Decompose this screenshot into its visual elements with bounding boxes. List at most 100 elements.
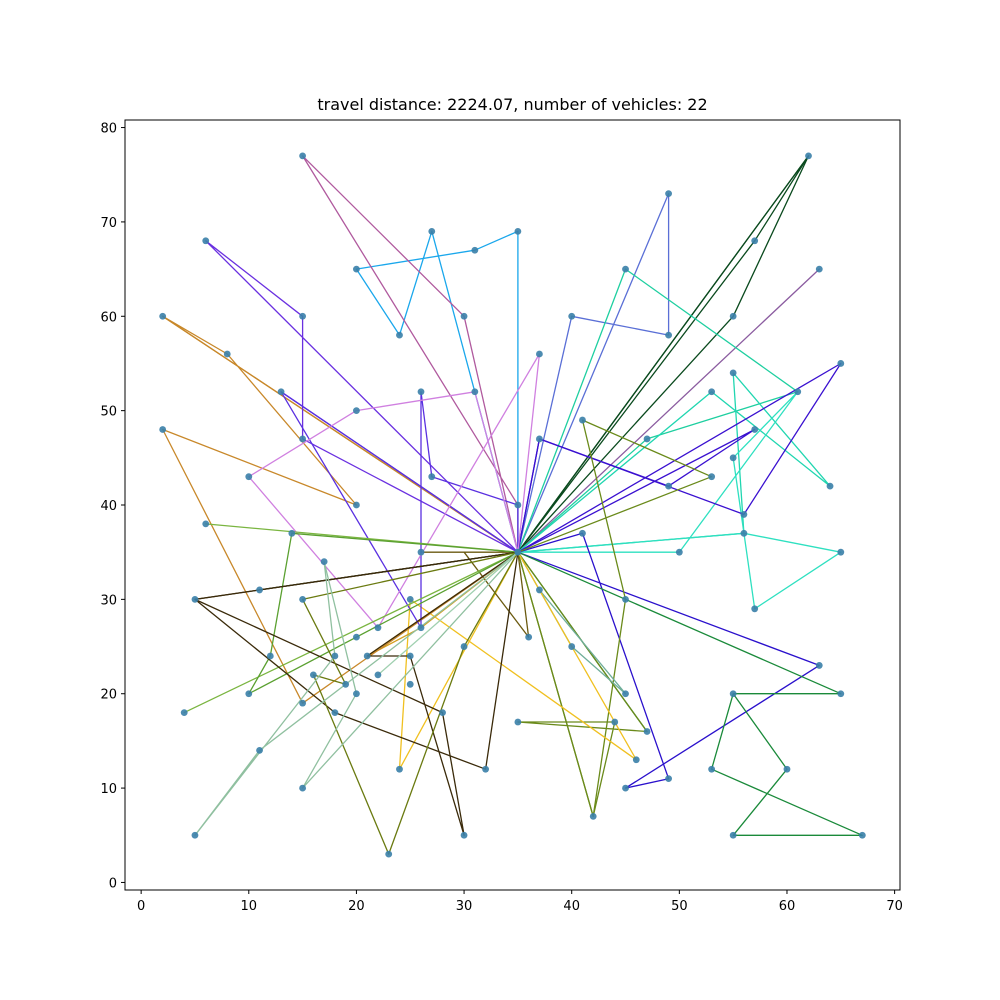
- customer-point: [374, 671, 382, 679]
- route-line-35: [377, 551, 519, 676]
- customer-point: [353, 501, 360, 509]
- y-tick-label: 10: [100, 782, 117, 797]
- customer-point: [439, 709, 446, 716]
- customer-point: [309, 671, 317, 679]
- customer-point: [729, 454, 737, 462]
- customer-point: [396, 765, 403, 773]
- customer-point: [428, 227, 436, 235]
- customer-point: [191, 831, 199, 839]
- x-tick-label: 40: [563, 899, 580, 914]
- customer-point: [675, 548, 683, 556]
- x-tick-label: 70: [886, 899, 903, 914]
- y-tick-label: 50: [100, 405, 117, 420]
- customer-point: [331, 652, 339, 660]
- route-line-13: [517, 419, 713, 818]
- customer-point: [256, 586, 263, 594]
- customer-point: [536, 586, 543, 594]
- customer-point: [740, 511, 748, 518]
- customer-point: [245, 473, 253, 481]
- customer-point: [740, 529, 748, 537]
- depot-point: [514, 548, 522, 556]
- customer-point: [665, 190, 672, 198]
- y-tick-label: 70: [100, 216, 117, 231]
- customer-point: [471, 388, 479, 396]
- customer-point: [536, 350, 543, 358]
- customer-point: [568, 643, 576, 650]
- y-tick-label: 40: [100, 499, 117, 514]
- customer-point: [353, 633, 360, 641]
- chart-title: travel distance: 2224.07, number of vehi…: [317, 95, 708, 114]
- customer-point: [536, 435, 543, 443]
- customer-point: [460, 831, 468, 839]
- route-line-34: [194, 551, 519, 836]
- customer-point: [622, 595, 629, 603]
- customer-point: [622, 265, 629, 273]
- customer-point: [805, 152, 812, 160]
- customer-point: [417, 388, 425, 396]
- route-line-3: [301, 155, 519, 553]
- customer-point: [353, 265, 360, 273]
- routes-layer: [162, 155, 863, 855]
- customer-point: [514, 718, 522, 726]
- customer-point: [514, 227, 522, 235]
- customer-point: [417, 548, 425, 556]
- customer-point: [299, 699, 307, 707]
- y-tick-label: 80: [100, 122, 117, 137]
- customer-point: [632, 756, 640, 764]
- customer-point: [256, 746, 263, 754]
- y-tick-label: 30: [100, 593, 117, 608]
- customer-point: [428, 473, 436, 481]
- customer-point: [837, 690, 845, 698]
- customer-point: [643, 728, 651, 735]
- customer-point: [729, 690, 737, 698]
- route-line-7: [517, 268, 799, 553]
- route-line-1: [355, 230, 519, 553]
- customer-point: [751, 426, 759, 433]
- customer-point: [331, 709, 339, 716]
- customer-point: [525, 633, 533, 641]
- customer-point: [406, 652, 414, 660]
- customer-point: [643, 435, 651, 443]
- customer-point: [514, 501, 522, 509]
- customer-point: [406, 595, 414, 603]
- x-tick-label: 60: [779, 899, 796, 914]
- customer-point: [794, 388, 802, 396]
- customer-point: [417, 624, 425, 632]
- customer-point: [589, 812, 597, 820]
- customer-point: [180, 709, 188, 716]
- customer-point: [815, 662, 823, 669]
- customer-point: [815, 265, 823, 273]
- route-line-23: [205, 240, 519, 553]
- customer-point: [858, 831, 866, 839]
- y-tick-label: 60: [100, 310, 117, 325]
- customer-point: [406, 680, 414, 688]
- route-line-32: [194, 551, 519, 770]
- customer-point: [665, 331, 672, 339]
- y-tick-label: 20: [100, 688, 117, 703]
- customer-point: [611, 718, 619, 726]
- customer-point: [751, 237, 759, 245]
- customer-point: [460, 643, 468, 650]
- customer-point: [299, 435, 307, 443]
- route-line-14: [517, 551, 863, 836]
- customer-point: [482, 765, 489, 773]
- customer-point: [353, 407, 360, 415]
- customer-point: [159, 426, 167, 433]
- points-layer: [159, 152, 866, 858]
- customer-point: [579, 416, 586, 424]
- customer-point: [342, 680, 350, 688]
- customer-point: [751, 605, 759, 613]
- customer-point: [708, 473, 716, 481]
- customer-point: [363, 652, 371, 660]
- customer-point: [729, 369, 737, 377]
- customer-point: [202, 520, 210, 528]
- route-line-10: [517, 362, 842, 553]
- customer-point: [223, 350, 231, 358]
- route-line-26: [248, 353, 541, 629]
- y-tick-label: 0: [109, 876, 117, 891]
- customer-point: [579, 529, 586, 537]
- route-line-17: [517, 551, 627, 695]
- customer-point: [826, 482, 834, 490]
- customer-point: [460, 312, 468, 320]
